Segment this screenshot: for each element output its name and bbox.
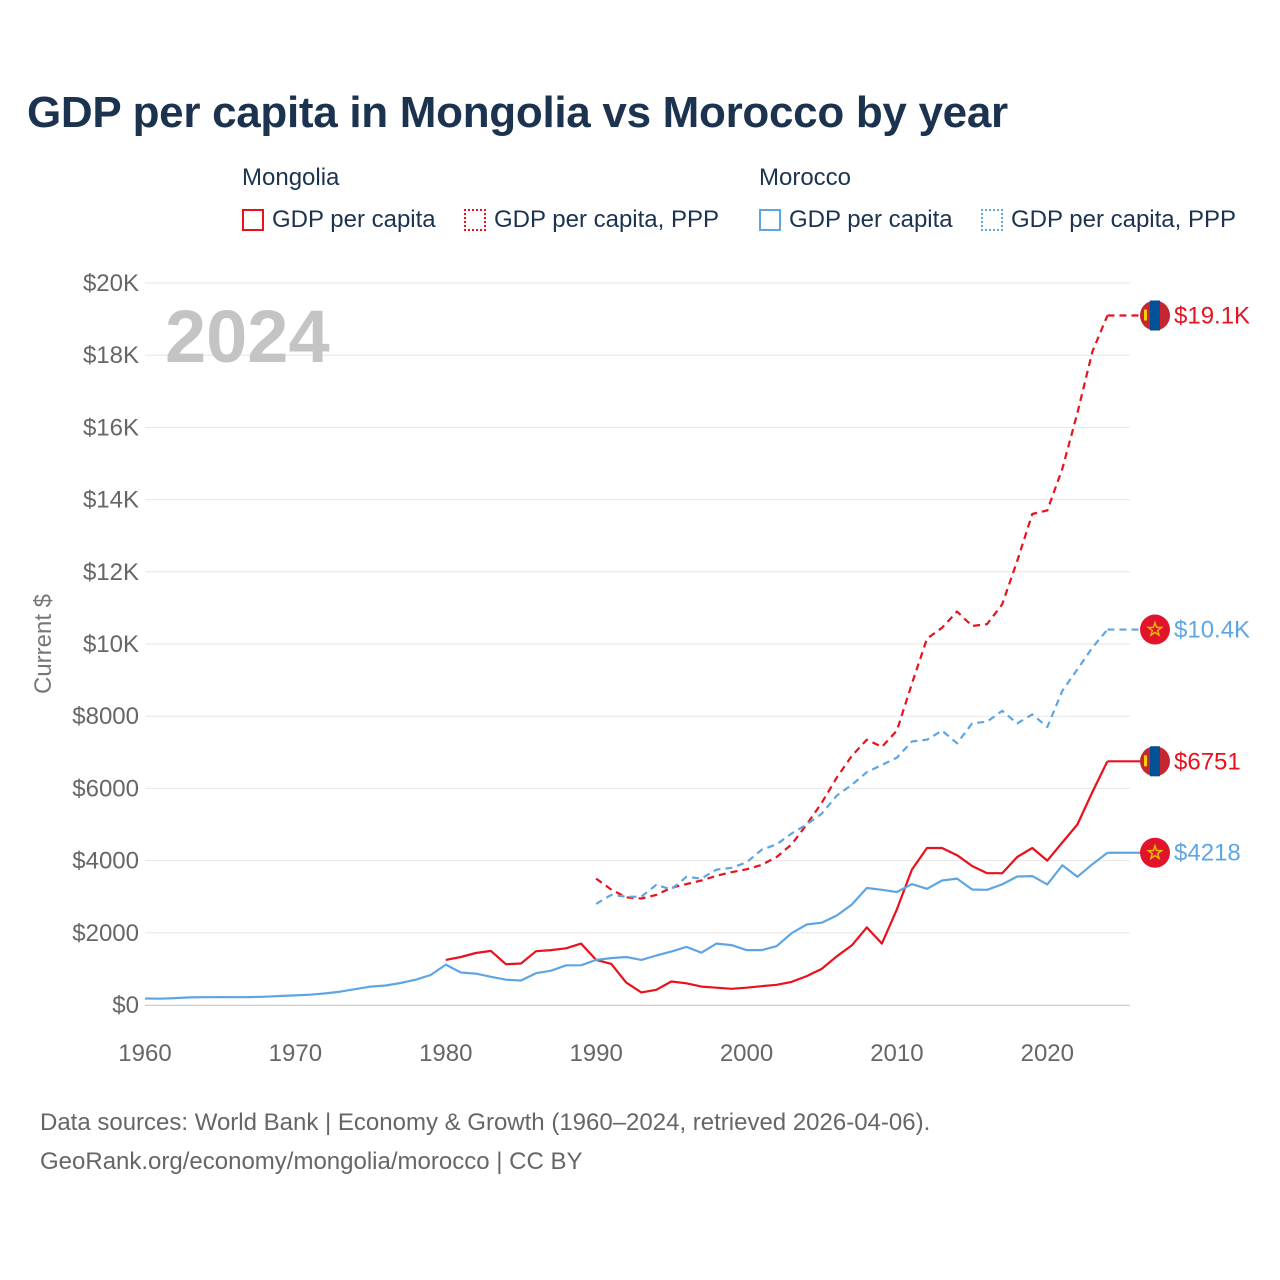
- footer-sources: Data sources: World Bank | Economy & Gro…: [40, 1109, 931, 1136]
- mongolia-flag-icon: [1140, 746, 1170, 777]
- x-tick-label: 1960: [118, 1040, 171, 1067]
- y-axis-label: Current $: [30, 594, 57, 694]
- series-line: [595, 628, 1109, 905]
- end-value-label: $6751: [1174, 748, 1241, 775]
- y-tick-label: $10K: [83, 631, 139, 658]
- legend-swatch-dotted-icon: [464, 209, 486, 231]
- line-chart: $0 $2000 $4000 $6000 $8000 $10K $12K $14K $16K $1…: [30, 270, 1250, 1067]
- x-tick-label: 2000: [720, 1040, 773, 1067]
- chart-title: GDP per capita in Mongolia vs Morocco by…: [27, 88, 1008, 137]
- legend-swatch-dotted-icon: [981, 209, 1003, 231]
- y-tick-label: $14K: [83, 487, 139, 514]
- legend-swatch-solid-icon: [759, 209, 781, 231]
- flag-stripe: [1150, 300, 1160, 331]
- end-value-label: $4218: [1174, 840, 1241, 867]
- flag-stripe: [1150, 746, 1160, 777]
- y-tick-label: $2000: [72, 920, 139, 947]
- grid-layer: [145, 282, 1130, 1006]
- legend-item-morocco-ppp[interactable]: GDP per capita, PPP: [981, 206, 1236, 234]
- star-mark: [1146, 843, 1164, 861]
- legend-swatch-solid-icon: [242, 209, 264, 231]
- legend-item-mongolia-ppp[interactable]: GDP per capita, PPP: [464, 206, 719, 234]
- x-tick-label: 1990: [569, 1040, 622, 1067]
- y-tick-label: $12K: [83, 559, 139, 586]
- soyombo-mark: [1144, 755, 1147, 767]
- y-tick-label: $20K: [83, 270, 139, 297]
- legend-label: GDP per capita: [272, 206, 436, 233]
- morocco-flag-icon: [1140, 614, 1170, 645]
- y-tick-label: $6000: [72, 775, 139, 802]
- footer-credit[interactable]: GeoRank.org/economy/mongolia/morocco | C…: [40, 1148, 583, 1175]
- legend-label: GDP per capita, PPP: [494, 206, 719, 233]
- y-tick-label: $18K: [83, 342, 139, 369]
- marker-layer: $19.1K $10.4K $6751 $4218: [1107, 300, 1250, 868]
- tick-layer: $0 $2000 $4000 $6000 $8000 $10K $12K $14K $16K $1…: [72, 270, 1074, 1067]
- legend-group-mongolia: Mongolia: [242, 164, 340, 191]
- legend-item-morocco-gdp[interactable]: GDP per capita: [759, 206, 953, 234]
- legend-item-mongolia-gdp[interactable]: GDP per capita: [242, 206, 436, 234]
- y-tick-label: $8000: [72, 703, 139, 730]
- soyombo-mark: [1144, 309, 1147, 321]
- flag-circle: [1140, 614, 1170, 645]
- y-tick-label: $0: [112, 992, 139, 1019]
- x-tick-label: 1970: [269, 1040, 322, 1067]
- y-tick-label: $16K: [83, 414, 139, 441]
- flag-circle: [1140, 837, 1170, 868]
- legend-group-morocco: Morocco: [759, 164, 852, 191]
- mongolia-flag-icon: [1140, 300, 1170, 331]
- x-tick-label: 1980: [419, 1040, 472, 1067]
- year-watermark: 2024: [165, 295, 330, 378]
- series-layer: [144, 315, 1109, 1000]
- x-tick-label: 2020: [1021, 1040, 1074, 1067]
- end-value-label: $10.4K: [1174, 617, 1250, 644]
- star-mark: [1146, 620, 1164, 637]
- legend-label: GDP per capita: [789, 206, 953, 233]
- series-line: [445, 760, 1109, 994]
- x-tick-label: 2010: [870, 1040, 923, 1067]
- series-line: [595, 315, 1109, 900]
- legend-label: GDP per capita, PPP: [1011, 206, 1236, 233]
- series-line: [144, 851, 1109, 1000]
- end-value-label: $19.1K: [1174, 302, 1250, 329]
- morocco-flag-icon: [1140, 837, 1170, 868]
- y-tick-label: $4000: [72, 848, 139, 875]
